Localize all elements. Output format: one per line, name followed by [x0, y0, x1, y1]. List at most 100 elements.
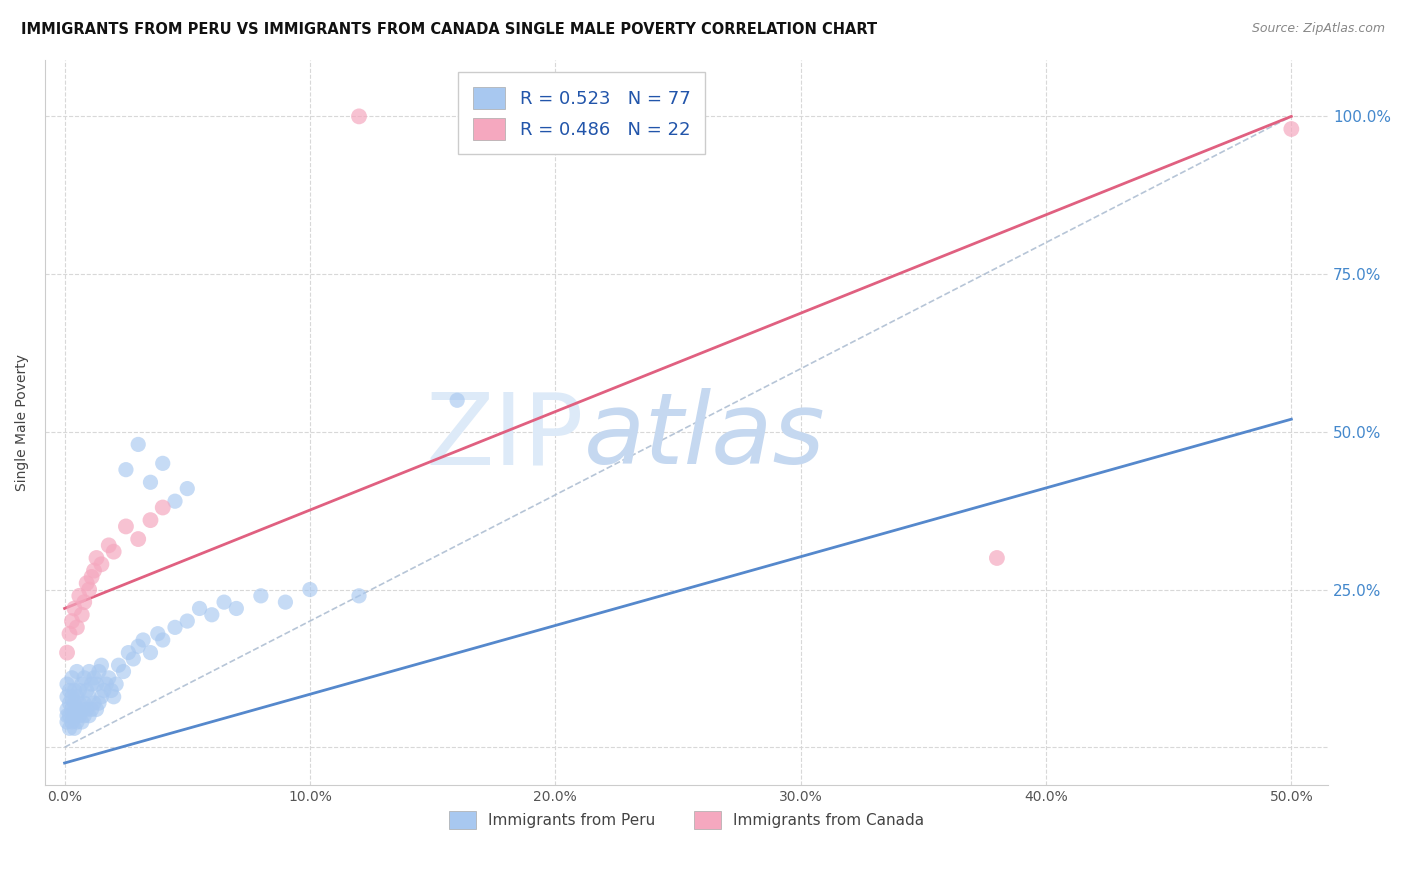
- Point: [163, 494, 186, 508]
- Point: [1279, 122, 1302, 136]
- Point: [97, 671, 120, 685]
- Point: [163, 620, 186, 634]
- Point: [77, 708, 100, 723]
- Point: [212, 595, 235, 609]
- Point: [112, 665, 135, 679]
- Point: [67, 696, 90, 710]
- Point: [56, 677, 79, 691]
- Point: [73, 708, 96, 723]
- Point: [90, 690, 112, 704]
- Point: [77, 690, 100, 704]
- Point: [70, 607, 93, 622]
- Point: [152, 632, 174, 647]
- Point: [60, 671, 83, 685]
- Point: [115, 463, 138, 477]
- Point: [96, 677, 118, 691]
- Point: [139, 513, 162, 527]
- Text: Source: ZipAtlas.com: Source: ZipAtlas.com: [1251, 22, 1385, 36]
- Point: [60, 690, 83, 704]
- Point: [67, 708, 90, 723]
- Text: ZIP: ZIP: [426, 388, 583, 485]
- Text: atlas: atlas: [583, 388, 825, 485]
- Point: [63, 721, 86, 735]
- Point: [127, 640, 149, 654]
- Point: [63, 683, 86, 698]
- Point: [73, 696, 96, 710]
- Point: [225, 601, 247, 615]
- Point: [250, 589, 273, 603]
- Point: [56, 690, 79, 704]
- Point: [103, 690, 125, 704]
- Point: [56, 702, 79, 716]
- Point: [76, 702, 98, 716]
- Point: [77, 665, 100, 679]
- Point: [146, 626, 169, 640]
- Point: [63, 601, 86, 615]
- Point: [117, 646, 139, 660]
- Point: [347, 109, 370, 123]
- Point: [63, 696, 86, 710]
- Point: [188, 601, 211, 615]
- Point: [176, 482, 198, 496]
- Point: [83, 696, 105, 710]
- Point: [176, 614, 198, 628]
- Point: [87, 665, 110, 679]
- Point: [66, 690, 89, 704]
- Point: [56, 646, 79, 660]
- Point: [86, 702, 108, 716]
- Point: [58, 721, 80, 735]
- Point: [70, 702, 93, 716]
- Point: [73, 595, 96, 609]
- Point: [86, 551, 108, 566]
- Point: [66, 665, 89, 679]
- Point: [60, 702, 83, 716]
- Y-axis label: Single Male Poverty: Single Male Poverty: [15, 354, 30, 491]
- Point: [105, 677, 128, 691]
- Point: [76, 576, 98, 591]
- Point: [90, 558, 112, 572]
- Point: [107, 658, 129, 673]
- Point: [115, 519, 138, 533]
- Point: [77, 582, 100, 597]
- Point: [152, 456, 174, 470]
- Point: [86, 677, 108, 691]
- Point: [93, 683, 115, 698]
- Point: [87, 696, 110, 710]
- Point: [58, 626, 80, 640]
- Point: [66, 620, 89, 634]
- Point: [73, 671, 96, 685]
- Point: [139, 646, 162, 660]
- Point: [58, 708, 80, 723]
- Point: [97, 538, 120, 552]
- Point: [60, 714, 83, 729]
- Text: IMMIGRANTS FROM PERU VS IMMIGRANTS FROM CANADA SINGLE MALE POVERTY CORRELATION C: IMMIGRANTS FROM PERU VS IMMIGRANTS FROM …: [21, 22, 877, 37]
- Point: [66, 714, 89, 729]
- Point: [83, 564, 105, 578]
- Point: [80, 702, 103, 716]
- Point: [63, 708, 86, 723]
- Point: [80, 677, 103, 691]
- Point: [56, 708, 79, 723]
- Point: [593, 109, 616, 123]
- Point: [100, 683, 122, 698]
- Point: [274, 595, 297, 609]
- Point: [76, 683, 98, 698]
- Point: [986, 551, 1008, 566]
- Point: [298, 582, 321, 597]
- Point: [127, 532, 149, 546]
- Point: [70, 714, 93, 729]
- Point: [56, 714, 79, 729]
- Point: [83, 671, 105, 685]
- Point: [67, 589, 90, 603]
- Point: [139, 475, 162, 490]
- Point: [58, 696, 80, 710]
- Legend: Immigrants from Peru, Immigrants from Canada: Immigrants from Peru, Immigrants from Ca…: [443, 805, 931, 836]
- Point: [446, 393, 468, 408]
- Point: [70, 677, 93, 691]
- Point: [90, 658, 112, 673]
- Point: [122, 652, 145, 666]
- Point: [201, 607, 224, 622]
- Point: [132, 632, 155, 647]
- Point: [103, 544, 125, 558]
- Point: [152, 500, 174, 515]
